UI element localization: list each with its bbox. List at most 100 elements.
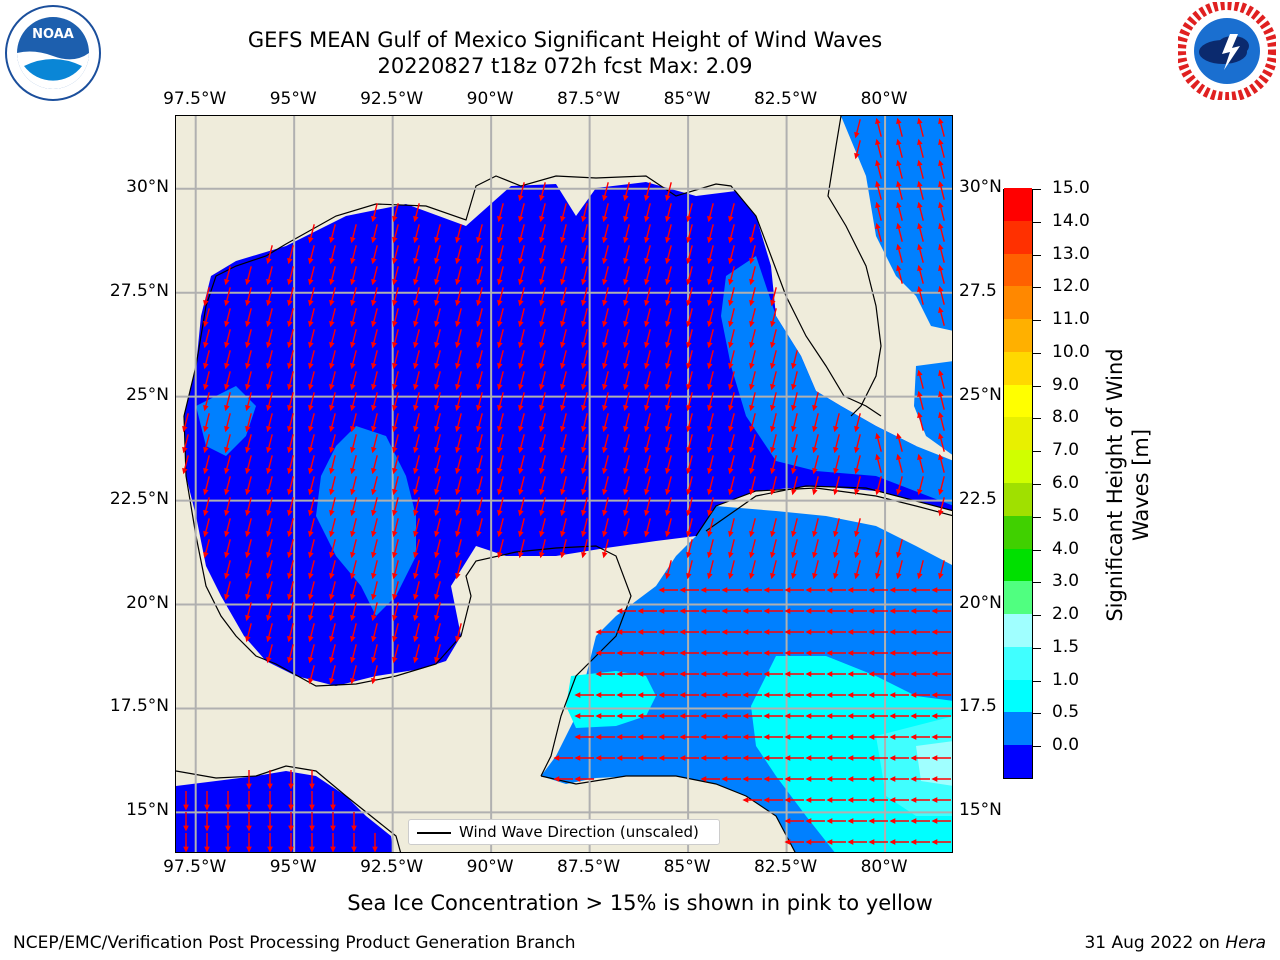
lat-tick-label: 17.5 [959,696,997,717]
lon-tick-label: 82.5°W [753,857,818,877]
wave-direction-arrow [245,455,252,475]
wave-direction-arrow [434,602,441,622]
wave-direction-arrow [938,159,945,179]
wave-direction-arrow [658,629,678,635]
wave-direction-arrow [910,755,930,761]
wave-direction-arrow [455,518,462,538]
wave-direction-arrow [266,518,273,538]
wave-direction-arrow [602,392,609,412]
wave-direction-arrow [931,650,951,656]
wave-direction-arrow [728,413,735,433]
wave-direction-arrow [224,308,231,328]
wave-direction-arrow [413,497,420,517]
wave-direction-arrow [931,713,951,719]
wave-direction-arrow [707,476,714,496]
wave-direction-arrow [707,518,714,538]
wave-direction-arrow [686,392,693,412]
nws-logo [1178,2,1276,100]
wave-direction-arrow [791,413,798,433]
wave-direction-arrow [938,117,945,137]
wave-direction-arrow [329,539,336,559]
wave-direction-arrow [497,455,504,475]
wave-direction-arrow [371,539,378,559]
wave-direction-arrow [539,329,546,349]
wave-direction-arrow [309,770,315,790]
wave-direction-arrow [665,413,672,433]
colorbar-title: Significant Height of Wind Waves [m] [1102,348,1154,621]
western-gulf-wave-region [316,426,416,616]
wave-direction-arrow [763,713,783,719]
wave-direction-arrow [371,665,378,685]
wave-direction-arrow [392,308,399,328]
wave-direction-arrow [707,455,714,475]
wave-direction-arrow [455,392,462,412]
wave-direction-arrow [371,602,378,622]
wave-direction-arrow [350,602,357,622]
wave-direction-arrow [770,476,777,496]
wave-direction-arrow [518,371,525,391]
wave-direction-arrow [371,287,378,307]
wave-direction-arrow [266,413,273,433]
colorbar-tick-label: 15.0 [1052,178,1090,198]
colorbar-tick-label: 6.0 [1052,473,1080,493]
wave-direction-arrow [910,797,930,803]
wave-direction-arrow [560,329,567,349]
wave-direction-arrow [805,587,825,593]
wave-direction-arrow [889,608,909,614]
wave-direction-arrow [896,539,903,559]
wave-direction-arrow [665,182,672,202]
wave-direction-arrow [665,518,672,538]
wave-direction-arrow [308,581,315,601]
wave-direction-arrow [644,350,651,370]
wave-direction-arrow [917,117,924,137]
colorbar-tick-mark [1033,254,1041,256]
wave-direction-arrow [245,413,252,433]
wave-direction-arrow [350,287,357,307]
colorbar-tick-mark [1033,287,1041,289]
wave-direction-arrow [623,434,630,454]
wave-direction-arrow [644,329,651,349]
colorbar-tick-mark [1033,713,1041,715]
wave-direction-arrow [308,224,315,244]
footer-date: 31 Aug 2022 on Hera [1084,933,1266,953]
wave-direction-arrow [686,371,693,391]
wave-direction-arrow [245,287,252,307]
wave-direction-arrow [938,264,945,284]
wave-direction-arrow [539,182,546,202]
wave-direction-arrow [847,797,867,803]
wave-direction-arrow [266,476,273,496]
wave-direction-arrow [728,224,735,244]
wave-direction-arrow [350,350,357,370]
wave-direction-arrow [623,413,630,433]
wave-direction-arrow [812,392,819,412]
wave-direction-arrow [434,539,441,559]
wave-direction-arrow [371,224,378,244]
wave-direction-arrow [917,476,924,496]
wave-direction-arrow [308,623,315,643]
wave-direction-arrow [707,224,714,244]
wave-direction-arrow [539,224,546,244]
caribbean-coastal-cyan [566,671,656,728]
wave-direction-arrow [602,455,609,475]
wave-direction-arrow [266,623,273,643]
colorbar-bin [1004,187,1032,221]
wave-direction-arrow [854,434,861,454]
wave-direction-arrow [476,350,483,370]
wave-direction-arrow [497,518,504,538]
wave-direction-arrow [518,539,525,559]
wave-direction-arrow [371,245,378,265]
wave-direction-arrow [931,797,951,803]
wave-direction-arrow [224,371,231,391]
wave-direction-arrow [721,629,741,635]
wave-direction-arrow [434,518,441,538]
wave-direction-arrow [728,392,735,412]
wave-direction-arrow [183,833,189,852]
wave-direction-arrow [204,812,210,832]
wave-direction-arrow [371,518,378,538]
wave-direction-arrow [581,329,588,349]
wave-direction-arrow [658,734,678,740]
wave-direction-arrow [686,329,693,349]
wave-direction-arrow [602,413,609,433]
wave-direction-arrow [245,497,252,517]
wave-direction-arrow [434,308,441,328]
